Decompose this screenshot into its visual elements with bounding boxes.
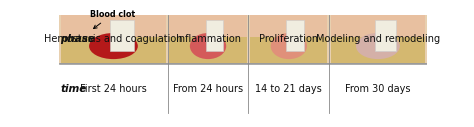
Text: Hemostasis and coagulation: Hemostasis and coagulation [44,34,182,44]
FancyBboxPatch shape [110,20,134,51]
Ellipse shape [89,33,138,59]
Bar [169,15,246,37]
Text: From 24 hours: From 24 hours [173,84,243,94]
Text: First 24 hours: First 24 hours [80,84,147,94]
Bar [331,15,425,37]
Bar [61,15,166,37]
Text: Modeling and remodeling: Modeling and remodeling [316,34,440,44]
FancyBboxPatch shape [286,20,304,51]
Bar [169,37,246,63]
Ellipse shape [271,33,307,59]
Ellipse shape [190,33,226,59]
Text: From 30 days: From 30 days [345,84,410,94]
Text: Blood clot: Blood clot [90,10,135,29]
Text: 14 to 21 days: 14 to 21 days [255,84,322,94]
Bar [250,37,328,63]
Text: time: time [60,84,87,94]
FancyBboxPatch shape [206,20,223,51]
FancyBboxPatch shape [375,20,396,51]
Ellipse shape [356,33,400,59]
Text: Proliferation: Proliferation [259,34,319,44]
Bar [250,15,328,37]
Text: Inflammation: Inflammation [175,34,240,44]
Bar [59,15,427,63]
Bar [331,37,425,63]
Bar [61,37,166,63]
Text: phase: phase [60,34,95,44]
